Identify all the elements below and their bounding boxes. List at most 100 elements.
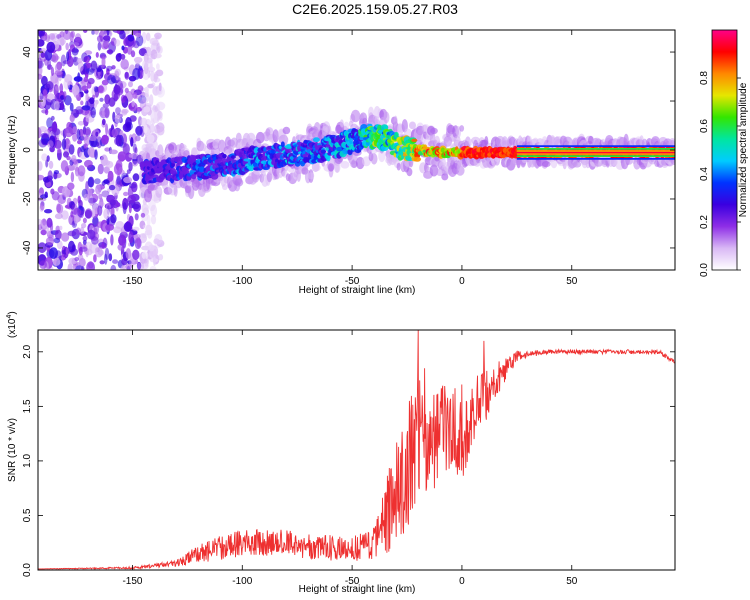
band-cell (616, 151, 619, 154)
halo-blob (272, 129, 279, 143)
band-cell (654, 151, 656, 154)
band-cell (651, 158, 654, 160)
band-cell (602, 150, 605, 152)
band-cell (673, 151, 675, 154)
band-cell (580, 150, 583, 152)
band-cell (648, 145, 651, 147)
band-cell (605, 145, 608, 147)
band-cell (524, 145, 527, 147)
snr-x-tick-label: 0 (459, 576, 465, 587)
band-cell (623, 153, 625, 155)
band-cell (538, 155, 541, 157)
noise-blob (73, 214, 79, 224)
band-cell (538, 151, 541, 154)
band-cell (523, 155, 525, 157)
band-cell (609, 153, 611, 155)
band-cell (620, 148, 622, 150)
band-cell (555, 155, 557, 157)
band-cell (605, 153, 608, 155)
band-cell (531, 151, 533, 154)
band-cell (647, 151, 650, 154)
band-cell (516, 148, 519, 150)
band-cell (670, 148, 673, 150)
band-cell (639, 153, 642, 155)
noise-blob (138, 65, 143, 71)
colorbar-tick-label: 0.4 (699, 167, 710, 181)
band-cell (602, 145, 605, 147)
band-cell (645, 155, 647, 157)
band-cell (553, 158, 555, 160)
noise-blob (77, 61, 84, 72)
band-cell (520, 153, 522, 155)
band-cell (631, 150, 633, 152)
band-cell (645, 145, 647, 147)
band-cell (590, 145, 592, 147)
band-cell (593, 150, 596, 152)
band-cell (608, 151, 610, 154)
band-cell (587, 145, 589, 147)
band-cell (633, 155, 635, 157)
noise-blob (109, 149, 118, 155)
band-cell (532, 151, 534, 154)
signal-blob (383, 124, 388, 130)
band-cell (571, 148, 574, 150)
signal-blob (222, 154, 227, 159)
band-cell (659, 148, 662, 150)
band-cell (517, 155, 520, 157)
band-cell (602, 151, 605, 154)
band-cell (612, 150, 614, 152)
band-cell (627, 150, 630, 152)
band-cell (642, 158, 644, 160)
band-cell (563, 150, 565, 152)
band-cell (639, 150, 642, 152)
colorbar: 0.0 0.2 0.4 0.6 0.8 Normalized spectral ampl… (699, 29, 749, 277)
band-cell (563, 148, 565, 150)
band-cell (544, 148, 546, 150)
band-cell (667, 150, 669, 152)
noise-blob (101, 56, 106, 68)
band-cell (623, 155, 625, 157)
band-cell (643, 155, 645, 157)
band-cell (671, 158, 674, 160)
band-cell (617, 148, 620, 150)
band-cell (538, 148, 541, 150)
noise-blob (102, 35, 111, 41)
signal-blob (177, 160, 183, 165)
band-cell (622, 151, 624, 154)
band-cell (592, 145, 595, 147)
band-cell (636, 153, 639, 155)
band-cell (626, 155, 629, 157)
band-cell (559, 158, 562, 160)
band-cell (553, 155, 555, 157)
band-cell (528, 148, 531, 150)
band-cell (564, 153, 566, 155)
band-cell (648, 151, 651, 154)
noise-blob (120, 59, 129, 70)
noise-blob (101, 180, 106, 186)
spectrogram-x-tick-label: -50 (345, 276, 360, 287)
noise-blob (154, 32, 162, 39)
band-cell (621, 158, 623, 160)
band-cell (604, 148, 607, 150)
band-cell (606, 158, 609, 160)
noise-blob (73, 56, 80, 66)
band-cell (554, 145, 556, 147)
band-cell (626, 153, 629, 155)
band-cell (616, 150, 619, 152)
band-cell (650, 155, 653, 157)
colorbar-label: Normalized spectral amplitude (738, 82, 749, 217)
band-cell (575, 153, 577, 155)
band-cell (524, 151, 527, 154)
band-cell (606, 151, 609, 154)
band-cell (630, 158, 632, 160)
band-cell (576, 145, 578, 147)
band-cell (533, 151, 535, 154)
band-cell (593, 145, 596, 147)
band-cell (536, 153, 539, 155)
band-cell (671, 153, 674, 155)
band-cell (600, 151, 602, 154)
band-cell (577, 148, 579, 150)
band-cell (575, 150, 577, 152)
band-cell (619, 153, 621, 155)
band-cell (599, 158, 601, 160)
